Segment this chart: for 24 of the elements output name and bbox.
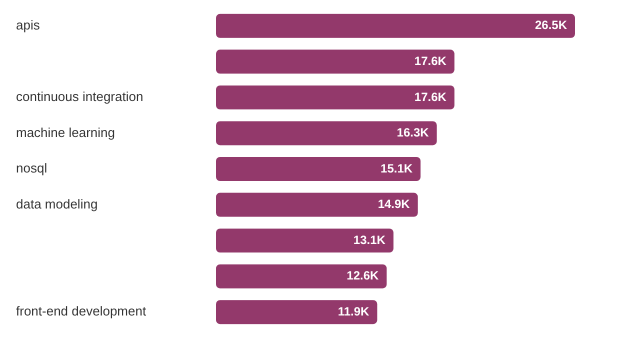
y-tick-label: apis	[16, 17, 40, 32]
bar	[216, 228, 394, 253]
data-label: 11.9K	[338, 304, 370, 318]
bar	[216, 157, 421, 181]
bar	[216, 264, 387, 288]
data-label: 16.3K	[396, 126, 430, 140]
y-tick-label: continuous integration	[16, 89, 144, 104]
data-label: 13.1K	[353, 232, 386, 247]
data-label: 26.5K	[534, 18, 568, 32]
y-tick-label: data modeling	[16, 196, 98, 212]
y-tick-label: machine learning	[16, 124, 116, 140]
bar	[216, 192, 418, 217]
y-tick-label: nosql	[16, 160, 48, 176]
data-label: 14.9K	[378, 197, 410, 212]
bar	[216, 300, 378, 324]
data-label: 17.6K	[414, 54, 447, 68]
bar	[216, 50, 454, 74]
bar	[216, 85, 454, 110]
y-tick-label: front-end development	[16, 304, 146, 319]
bar	[216, 121, 437, 146]
data-label: 17.6K	[414, 90, 447, 104]
bar	[216, 14, 575, 38]
data-label: 15.1K	[380, 161, 413, 176]
data-label: 12.6K	[346, 268, 380, 283]
